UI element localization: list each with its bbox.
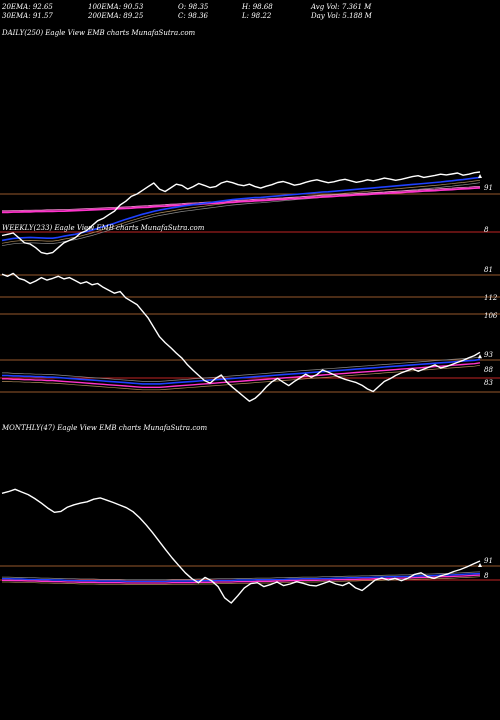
daily-price-label: 81 [484,266,493,274]
weekly-ema-line [2,364,481,391]
weekly-price-label: 106 [484,312,498,320]
monthly-panel: MONTHLY(47) Eagle View EMB charts Munafa… [0,424,500,604]
header-avg-vol: Avg Vol: 7.361 M [311,3,372,11]
daily-panel: DAILY(250) Eagle View EMB charts MunafaS… [0,29,500,276]
monthly-ema-line [2,574,481,584]
daily-ema-line [2,187,481,214]
header-day-vol: Day Vol: 5.188 M [311,12,372,20]
monthly-price-line [1,488,481,604]
weekly-price-label: 88 [484,366,493,374]
monthly-price-label: 91 [484,557,493,565]
header-ema100: 100EMA: 90.53 [88,3,144,11]
daily-price-label: 8 [484,226,489,234]
weekly-price-label: 83 [484,379,493,387]
daily-ema-line [2,186,481,212]
monthly-ema-line [2,571,481,581]
header-close: C: 98.36 [178,12,208,20]
weekly-price-label: 93 [484,351,493,359]
header-low: L: 98.22 [242,12,272,20]
daily-title: DAILY(250) Eagle View EMB charts MunafaS… [1,29,196,37]
weekly-last-price-marker [478,354,482,359]
daily-price-line [1,171,481,255]
header-ema20: 20EMA: 92.65 [2,3,53,11]
weekly-price-line [1,272,481,402]
header-ema30: 30EMA: 91.57 [2,12,53,20]
daily-price-label: 91 [484,184,493,192]
weekly-title: WEEKLY(233) Eagle View EMB charts Munafa… [2,224,205,232]
header-open: O: 98.35 [178,3,209,11]
monthly-title: MONTHLY(47) Eagle View EMB charts Munafa… [1,424,207,432]
monthly-last-price-marker [478,562,482,567]
weekly-ema-line [2,362,481,388]
weekly-ema-line [2,358,481,385]
monthly-ema-line [2,572,481,582]
header-high: H: 98.68 [242,3,273,11]
weekly-ema-line [2,356,481,382]
weekly-panel: WEEKLY(233) Eagle View EMB charts Munafa… [0,224,500,402]
monthly-price-label: 8 [484,572,489,580]
weekly-price-label: 112 [484,294,498,302]
daily-last-price-marker [478,174,482,178]
header-ema200: 200EMA: 89.25 [88,12,144,20]
